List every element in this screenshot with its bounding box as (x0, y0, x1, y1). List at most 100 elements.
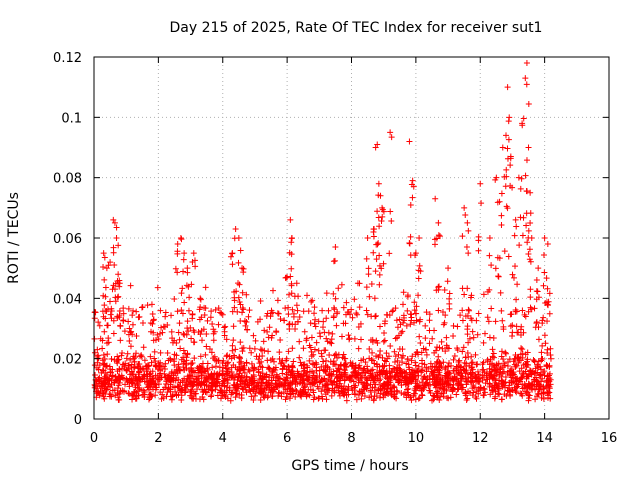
data-point (229, 250, 236, 257)
data-point (133, 308, 140, 315)
data-point (525, 101, 532, 108)
data-point (117, 388, 124, 395)
data-point (371, 393, 378, 400)
data-point (547, 351, 554, 358)
data-point (111, 219, 118, 226)
data-point (235, 280, 242, 287)
data-point (132, 395, 139, 402)
data-point (462, 354, 469, 361)
data-point (392, 305, 399, 312)
data-point (301, 328, 308, 335)
data-point (113, 376, 120, 383)
data-point (204, 375, 211, 382)
data-point (525, 251, 532, 258)
data-point (350, 369, 357, 376)
data-point (100, 263, 107, 270)
data-point (404, 307, 411, 314)
data-point (382, 318, 389, 325)
data-point (297, 359, 304, 366)
data-point (519, 385, 526, 392)
data-point (148, 359, 155, 366)
data-point (311, 310, 318, 317)
data-point (117, 322, 124, 329)
data-point (409, 177, 416, 184)
data-point (439, 380, 446, 387)
data-point (460, 366, 467, 373)
x-tick-label: 4 (219, 431, 227, 446)
data-point (509, 184, 516, 191)
data-point (224, 366, 231, 373)
data-point (142, 363, 149, 370)
data-point (251, 345, 258, 352)
data-point (348, 362, 355, 369)
data-point (450, 367, 457, 374)
data-point (176, 336, 183, 343)
data-point (523, 81, 530, 88)
data-point (313, 367, 320, 374)
data-point (184, 351, 191, 358)
data-point (210, 326, 217, 333)
data-point (527, 219, 534, 226)
data-point (530, 376, 537, 383)
data-point (330, 358, 337, 365)
data-point (128, 328, 135, 335)
data-point (503, 173, 510, 180)
data-point (349, 314, 356, 321)
data-point (387, 208, 394, 215)
data-point (211, 328, 218, 335)
data-point (157, 330, 164, 337)
data-point (162, 360, 169, 367)
data-point (369, 336, 376, 343)
data-point (237, 301, 244, 308)
data-point (371, 384, 378, 391)
data-point (233, 288, 240, 295)
data-point (438, 376, 445, 383)
data-point (369, 349, 376, 356)
data-point (492, 388, 499, 395)
data-point (229, 308, 236, 315)
data-point (523, 390, 530, 397)
data-point (95, 319, 102, 326)
data-point (378, 387, 385, 394)
data-point (435, 353, 442, 360)
data-point (147, 373, 154, 380)
data-point (135, 364, 142, 371)
data-point (446, 290, 453, 297)
data-point (436, 379, 443, 386)
data-point (130, 307, 137, 314)
data-point (222, 323, 229, 330)
data-point (95, 375, 102, 382)
data-point (381, 330, 388, 337)
data-point (475, 390, 482, 397)
data-point (406, 240, 413, 247)
data-point (412, 396, 419, 403)
data-point (178, 396, 185, 403)
data-point (370, 233, 377, 240)
data-point (465, 306, 472, 313)
data-point (490, 362, 497, 369)
data-point (203, 389, 210, 396)
data-point (547, 395, 554, 402)
data-point (111, 379, 118, 386)
data-point (454, 347, 461, 354)
data-point (412, 359, 419, 366)
data-point (509, 379, 516, 386)
data-point (199, 394, 206, 401)
data-point (310, 361, 317, 368)
data-point (373, 353, 380, 360)
data-point (521, 311, 528, 318)
data-point (404, 292, 411, 299)
data-point (244, 382, 251, 389)
data-point (369, 357, 376, 364)
data-point (279, 357, 286, 364)
data-point (434, 389, 441, 396)
data-point (207, 393, 214, 400)
data-point (525, 227, 532, 234)
data-point (259, 347, 266, 354)
data-point (485, 318, 492, 325)
data-point (532, 370, 539, 377)
y-tick-label: 0 (74, 413, 82, 428)
data-point (197, 296, 204, 303)
data-point (92, 372, 99, 379)
data-point (376, 262, 383, 269)
